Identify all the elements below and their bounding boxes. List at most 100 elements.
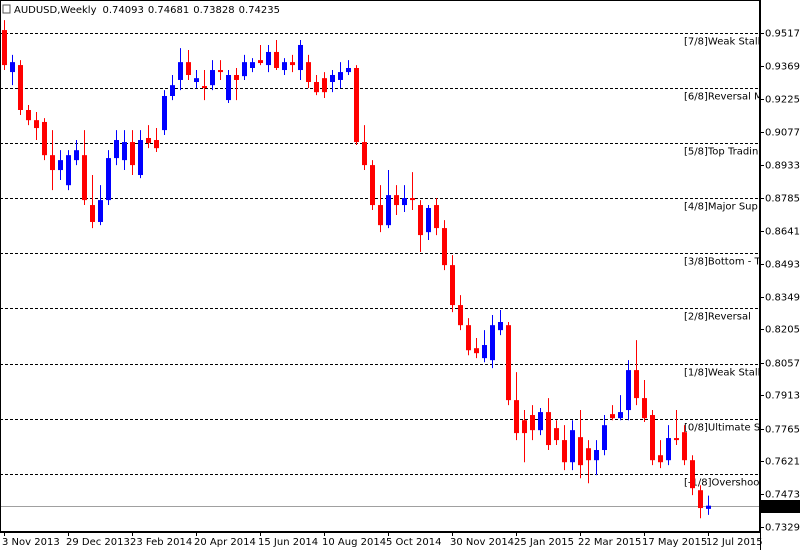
plot-area: [7/8]Weak Stall [6/8]Reversal M [5/8]Top T…: [0, 20, 763, 519]
candle-body: [466, 325, 471, 351]
header: AUDUSD,Weekly 0.74093 0.74681 0.73828 0.7423…: [14, 5, 280, 16]
candle-body: [658, 455, 663, 463]
symbol-icon: [2, 4, 11, 14]
header-open: 0.74093: [103, 5, 144, 16]
candle-body: [98, 200, 103, 222]
x-tick-label: 12 Jul 2015: [706, 537, 763, 548]
header-close: 0.74235: [239, 5, 280, 16]
candle-body: [282, 62, 287, 71]
x-tick-label: 25 Jan 2015: [514, 537, 574, 548]
candle-body: [490, 325, 495, 361]
candle-body: [706, 505, 711, 509]
level-label: [0/8]Ultimate S: [684, 423, 760, 434]
candle-body: [258, 60, 263, 64]
candle-body: [210, 70, 215, 86]
candle-body: [178, 62, 183, 80]
header-symbol: AUDUSD,Weekly: [14, 5, 97, 16]
last-price-label: 0.74235: [764, 502, 800, 513]
candle-body: [266, 51, 271, 66]
candle-body: [66, 155, 71, 186]
candle-body: [394, 195, 399, 206]
candle-body: [538, 412, 543, 431]
candle-body: [274, 51, 279, 69]
candle-body: [634, 370, 639, 399]
candle-body: [578, 437, 583, 466]
candle-body: [10, 62, 15, 73]
x-tick-label: 10 Aug 2014: [322, 537, 386, 548]
candle-body: [498, 322, 503, 331]
x-tick-label: 20 Apr 2014: [194, 537, 256, 548]
last-price-box: [761, 500, 800, 513]
candle-body: [322, 78, 327, 93]
candle-body: [546, 412, 551, 446]
candle-body: [586, 448, 591, 461]
candle-body: [570, 430, 575, 463]
candle-body: [562, 440, 567, 463]
candle-body: [514, 400, 519, 434]
candle-body: [650, 415, 655, 461]
x-tick-label: 30 Nov 2014: [450, 537, 514, 548]
x-tick-label: 23 Feb 2014: [130, 537, 192, 548]
candle-body: [666, 438, 671, 461]
candle-body: [682, 432, 687, 461]
candle-body: [506, 325, 511, 401]
candle-body: [218, 70, 223, 73]
candle-body: [250, 62, 255, 69]
candle-body: [122, 142, 127, 161]
candle-body: [298, 44, 303, 71]
x-tick-label: 22 Mar 2015: [578, 537, 641, 548]
candle-body: [18, 65, 23, 110]
candle-body: [410, 198, 415, 201]
candle-body: [426, 207, 431, 233]
candle-body: [138, 140, 143, 176]
candle-body: [42, 121, 47, 156]
x-tick-label: 17 May 2015: [642, 537, 707, 548]
level-label: [4/8]Major Sup: [684, 202, 758, 213]
level-label: [6/8]Reversal M: [684, 92, 763, 103]
candle-body: [530, 415, 535, 431]
candle-body: [458, 305, 463, 326]
candle-body: [34, 120, 39, 129]
candle-body: [626, 370, 631, 411]
candle-body: [522, 420, 527, 434]
candle-body: [314, 82, 319, 93]
candle-body: [450, 265, 455, 306]
candle-body: [354, 68, 359, 143]
candle-body: [90, 205, 95, 222]
plot-frame: [0, 0, 760, 532]
candle-body: [26, 109, 31, 121]
candle-body: [170, 85, 175, 97]
candle-body: [82, 155, 87, 201]
candle-body: [418, 205, 423, 236]
candle-body: [58, 160, 63, 171]
candle-body: [290, 62, 295, 66]
candle-body: [602, 425, 607, 451]
level-label: [2/8]Reversal: [684, 312, 751, 323]
candle-body: [194, 78, 199, 83]
header-low: 0.73828: [193, 5, 234, 16]
candle-body: [482, 345, 487, 359]
candle-body: [226, 75, 231, 101]
candle-body: [114, 140, 119, 159]
candle-body: [594, 450, 599, 461]
x-tick-label: 29 Dec 2013: [66, 537, 130, 548]
x-tick-label: 5 Oct 2014: [386, 537, 441, 548]
candle-body: [2, 30, 7, 66]
price-axis: [760, 0, 800, 550]
candle-body: [106, 158, 111, 201]
x-tick-label: 15 Jun 2014: [258, 537, 318, 548]
candle-body: [330, 75, 335, 83]
level-label: [-1/8]Overshoo: [684, 478, 759, 489]
level-label: [1/8]Weak Stall: [684, 368, 760, 379]
